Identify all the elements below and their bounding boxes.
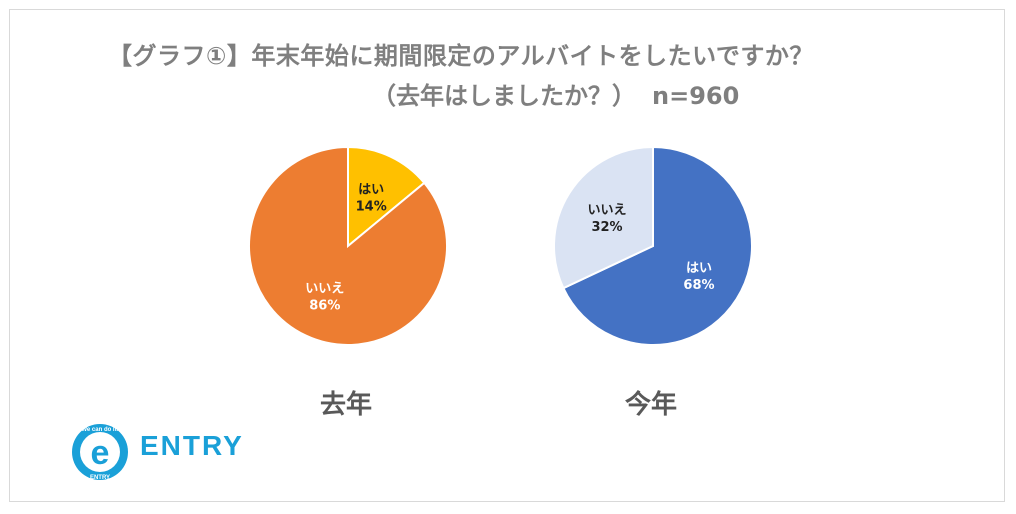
logo-badge-top-text: We can do it! bbox=[81, 427, 118, 433]
entry-logo-badge-icon: e We can do it! ENTRY bbox=[72, 424, 128, 481]
logo-badge-letter: e bbox=[91, 434, 110, 472]
sample-size: n=960 bbox=[652, 82, 740, 110]
pie-0-slice-0-value: 14% bbox=[356, 200, 387, 215]
pie-0-slice-1-name: いいえ bbox=[305, 281, 344, 296]
chart-frame bbox=[9, 9, 1005, 502]
pie-0-slice-1 bbox=[248, 145, 448, 346]
pie-label-last-year: 去年 bbox=[320, 390, 373, 420]
entry-logo: e We can do it! ENTRY ENTRY bbox=[70, 422, 270, 482]
pie-1-slice-1-value: 32% bbox=[591, 220, 622, 235]
chart-subtitle: （去年はしましたか？） bbox=[372, 82, 636, 110]
pie-1-slice-1 bbox=[553, 145, 654, 290]
logo-text: ENTRY bbox=[140, 430, 244, 461]
chart-title-line2: （去年はしましたか？） n=960 bbox=[372, 76, 739, 111]
logo-badge-bottom-text: ENTRY bbox=[90, 475, 110, 481]
pie-1-slice-0-name: はい bbox=[686, 261, 712, 276]
pie-1-slice-1-name: いいえ bbox=[588, 203, 627, 218]
pie-0-slice-0-name: はい bbox=[358, 183, 384, 198]
pie-1-slice-0 bbox=[562, 145, 753, 346]
pie-0-slice-0 bbox=[347, 145, 426, 249]
pie-0-slice-1-value: 86% bbox=[309, 298, 340, 313]
pie-label-this-year: 今年 bbox=[625, 390, 678, 420]
pie-1-slice-0-value: 68% bbox=[683, 278, 714, 293]
chart-title-line1: 【グラフ①】年末年始に期間限定のアルバイトをしたいですか？ bbox=[108, 42, 814, 70]
